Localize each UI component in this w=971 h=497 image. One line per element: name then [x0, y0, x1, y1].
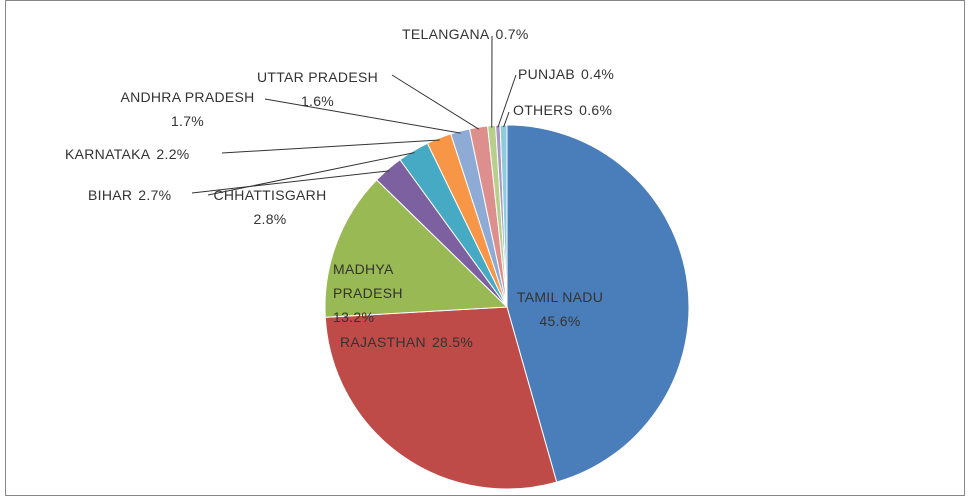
- data-label: MADHYA PRADESH 13.2%: [333, 257, 423, 329]
- leader-line: [391, 74, 480, 130]
- data-label: RAJASTHAN 28.5%: [340, 330, 473, 354]
- leader-line: [497, 74, 517, 128]
- data-label: KARNATAKA 2.2%: [65, 142, 190, 166]
- leader-line: [221, 139, 440, 154]
- value-label: 1.6%: [300, 93, 335, 109]
- value-label: 28.5%: [431, 334, 474, 350]
- category-label: TAMIL NADU: [516, 289, 604, 305]
- category-label: KARNATAKA: [65, 146, 151, 162]
- data-label: UTTAR PRADESH 1.6%: [240, 65, 395, 113]
- value-label: 0.7%: [495, 26, 529, 42]
- value-label: 0.4%: [581, 66, 615, 82]
- pie-slice: [324, 306, 558, 490]
- leader-line: [191, 170, 390, 194]
- value-label: 2.2%: [156, 146, 190, 162]
- leader-line: [503, 111, 510, 128]
- value-label: 13.2%: [333, 309, 375, 325]
- data-label: CHHATTISGARH 2.8%: [200, 183, 340, 231]
- data-label: OTHERS 0.6%: [513, 98, 612, 122]
- value-label: 0.6%: [579, 102, 613, 118]
- data-label: TAMIL NADU 45.6%: [505, 285, 615, 333]
- category-label: OTHERS: [513, 102, 574, 118]
- data-label: TELANGANA 0.7%: [402, 22, 529, 46]
- category-label: MADHYA PRADESH: [333, 261, 403, 301]
- category-label: RAJASTHAN: [340, 334, 426, 350]
- frame: [5, 0, 965, 496]
- category-label: UTTAR PRADESH: [256, 69, 379, 85]
- data-label: ANDHRA PRADESH 1.7%: [105, 85, 270, 133]
- category-label: PUNJAB: [518, 66, 576, 82]
- category-label: BIHAR: [88, 187, 133, 203]
- data-label: BIHAR 2.7%: [88, 183, 171, 207]
- category-label: ANDHRA PRADESH: [120, 89, 255, 105]
- data-label: PUNJAB 0.4%: [518, 62, 614, 86]
- leader-line: [207, 152, 415, 196]
- leader-line: [264, 98, 461, 134]
- value-label: 2.8%: [253, 211, 287, 227]
- value-label: 2.7%: [138, 187, 172, 203]
- value-label: 45.6%: [539, 313, 581, 329]
- pie-slice: [506, 124, 690, 483]
- pie-slice: [324, 179, 509, 318]
- value-label: 1.7%: [170, 113, 205, 129]
- category-label: CHHATTISGARH: [213, 187, 327, 203]
- category-label: TELANGANA: [402, 26, 490, 42]
- pie-slice: [499, 124, 508, 308]
